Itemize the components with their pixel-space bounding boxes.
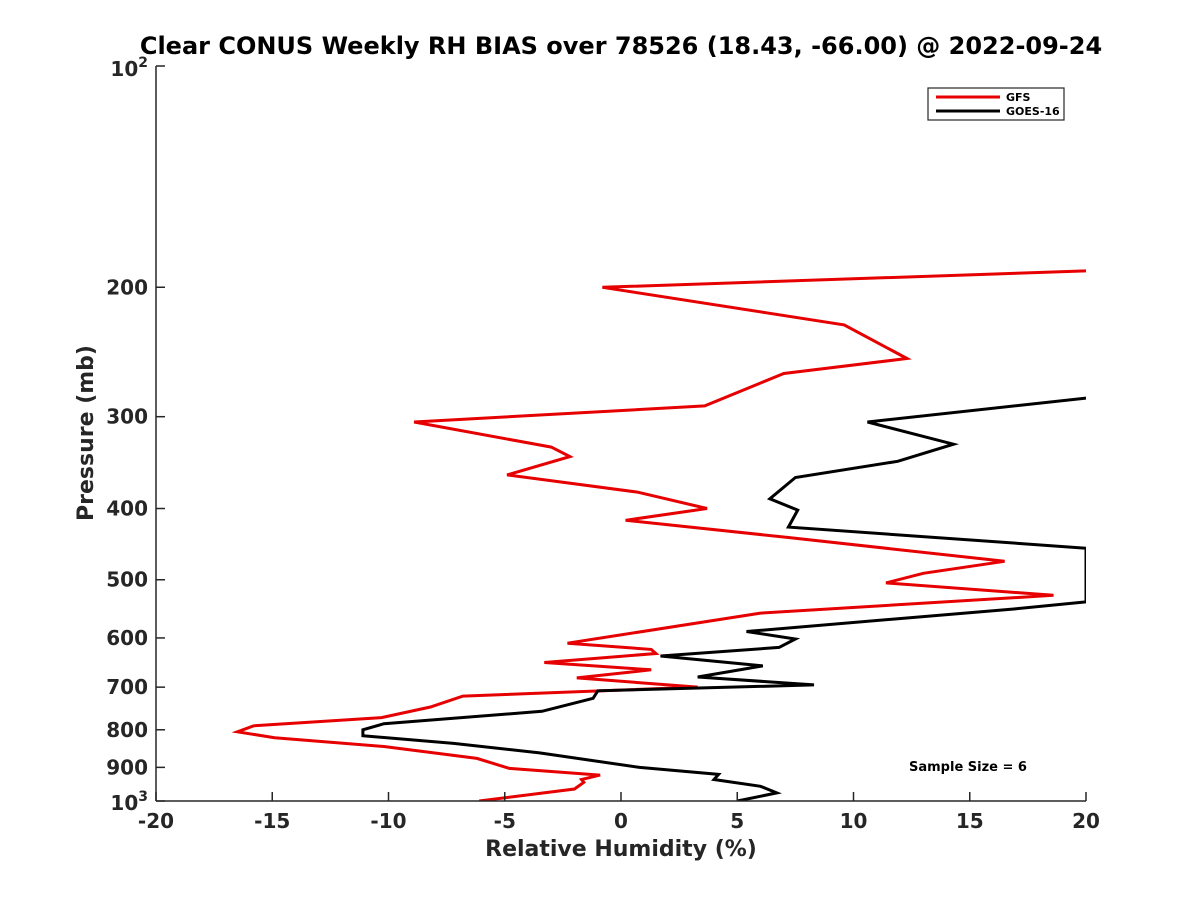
y-tick-label: 600 [106,626,148,650]
x-tick-label: -5 [494,809,516,833]
y-ticks: 200 300 400 500 600 700 800 900 [106,65,165,802]
y-tick-label: 800 [106,718,148,742]
legend-box [927,87,1065,121]
y-tick-label: 200 [106,275,148,299]
y-bottom-exp: 3 [138,789,148,805]
chart-title: Clear CONUS Weekly RH BIAS over 78526 (1… [140,32,1102,60]
sample-size-annotation: Sample Size = 6 [909,760,1027,775]
x-tick-label: -10 [370,809,406,833]
y-top-label: 102 [110,55,148,81]
x-tick-label: -15 [254,809,290,833]
series-line-gfs [231,269,1086,801]
y-bottom-label: 103 [110,789,148,815]
x-tick-label: 5 [730,809,744,833]
y-top-base: 10 [110,57,138,81]
legend-label-goes: GOES-16 [1006,105,1060,118]
x-tick-label: -20 [138,809,174,833]
y-tick-label: 300 [106,405,148,429]
y-axis-label: Pressure (mb) [74,345,99,521]
series-line-goes-16 [361,396,1086,801]
legend: GFS GOES-16 [927,87,1065,121]
y-tick-label: 900 [106,755,148,779]
y-tick-label: 500 [106,568,148,592]
x-ticks: -20 -15 -10 -5 0 5 10 15 20 [138,792,1100,833]
x-axis-label: Relative Humidity (%) [485,837,757,862]
x-tick-label: 15 [956,809,984,833]
x-tick-label: 0 [614,809,628,833]
y-bottom-base: 10 [110,791,138,815]
series-layer [231,269,1086,801]
x-tick-label: 10 [840,809,868,833]
y-tick-label: 700 [106,675,148,699]
legend-label-gfs: GFS [1006,91,1031,104]
y-tick-label: 400 [106,497,148,521]
y-top-exp: 2 [138,55,148,71]
x-tick-label: 20 [1072,809,1100,833]
